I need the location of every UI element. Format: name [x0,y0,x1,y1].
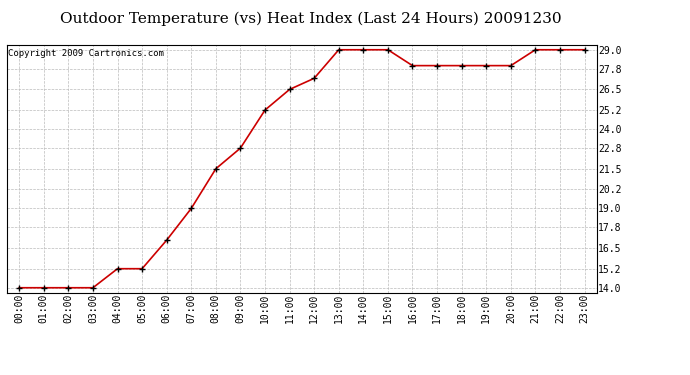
Text: Outdoor Temperature (vs) Heat Index (Last 24 Hours) 20091230: Outdoor Temperature (vs) Heat Index (Las… [60,11,561,26]
Text: Copyright 2009 Cartronics.com: Copyright 2009 Cartronics.com [8,49,164,58]
